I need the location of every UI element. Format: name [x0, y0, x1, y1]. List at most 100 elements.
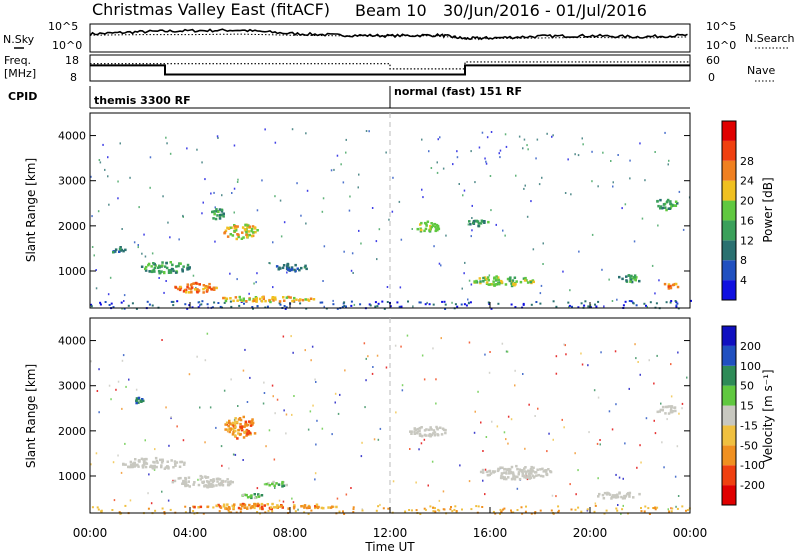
- ground-cell: [213, 301, 216, 304]
- ytick-label: 4000: [58, 130, 86, 143]
- speckle-cell: [204, 441, 206, 444]
- scatter-cell: [493, 277, 496, 280]
- scatter-cell: [186, 263, 190, 267]
- scatter-cell: [420, 426, 423, 429]
- ground-cell: [256, 305, 259, 308]
- scatter-cell: [513, 276, 517, 279]
- scatter-cell: [243, 493, 247, 497]
- scatter-cell: [239, 298, 242, 301]
- ground-cell: [396, 301, 399, 304]
- scatter-cell: [492, 471, 495, 474]
- scatter-cell: [159, 458, 162, 462]
- scatter-cell: [272, 480, 275, 484]
- speckle-cell: [342, 181, 345, 184]
- scatter-cell: [242, 236, 245, 239]
- scatter-cell: [616, 493, 619, 496]
- ground-cell: [670, 510, 673, 513]
- ground-cell: [419, 301, 422, 304]
- scatter-cell: [262, 297, 265, 300]
- scatter-cell: [423, 429, 427, 432]
- scatter-cell: [308, 505, 311, 509]
- scatter-cell: [222, 296, 225, 300]
- speckle-cell: [331, 433, 333, 436]
- scatter-cell: [320, 506, 324, 510]
- speckle-cell: [202, 201, 204, 204]
- scatter-cell: [225, 507, 229, 511]
- speckle-cell: [201, 212, 203, 215]
- scatter-cell: [272, 299, 275, 302]
- speckle-cell: [677, 351, 679, 354]
- scatter-cell: [232, 427, 235, 431]
- power-data-layer: [90, 128, 692, 310]
- scatter-cell: [251, 505, 254, 509]
- scatter-cell: [669, 200, 672, 203]
- speckle-cell: [274, 195, 276, 198]
- scatter-cell: [253, 503, 257, 506]
- ground-cell: [278, 302, 281, 305]
- ground-cell: [110, 302, 113, 305]
- ground-cell: [492, 510, 495, 513]
- scatter-cell: [226, 235, 230, 238]
- speckle-cell: [646, 305, 648, 308]
- scatter-cell: [416, 432, 419, 435]
- speckle-cell: [350, 269, 353, 272]
- cpid-right-label: normal (fast) 151 RF: [394, 85, 522, 98]
- scatter-cell: [174, 462, 177, 466]
- scatter-cell: [239, 503, 242, 506]
- ground-cell: [594, 504, 597, 507]
- speckle-cell: [141, 252, 143, 255]
- ground-cell: [456, 305, 459, 308]
- scatter-cell: [183, 288, 187, 292]
- speckle-cell: [201, 161, 203, 164]
- scatter-cell: [252, 505, 256, 508]
- scatter-cell: [416, 430, 419, 434]
- scatter-cell: [506, 277, 510, 281]
- ground-cell: [654, 508, 657, 511]
- scatter-cell: [140, 457, 144, 461]
- scatter-cell: [260, 502, 264, 506]
- speckle-cell: [470, 283, 473, 286]
- scatter-cell: [179, 262, 182, 265]
- scatter-cell: [200, 475, 204, 479]
- scatter-cell: [285, 483, 288, 487]
- colorbar-swatch: [722, 220, 736, 241]
- speckle-cell: [496, 425, 499, 428]
- scatter-cell: [510, 477, 514, 481]
- scatter-cell: [249, 424, 253, 427]
- ground-cell: [624, 300, 627, 303]
- cpid-label: CPID: [8, 90, 37, 103]
- ground-cell: [675, 306, 678, 309]
- scatter-cell: [227, 424, 230, 428]
- speckle-cell: [262, 402, 265, 405]
- scatter-cell: [673, 204, 677, 207]
- scatter-cell: [141, 466, 145, 469]
- scatter-cell: [237, 428, 241, 432]
- scatter-cell: [488, 470, 491, 473]
- scatter-cell: [181, 482, 184, 485]
- speckle-cell: [678, 190, 681, 193]
- speckle-cell: [117, 454, 119, 457]
- speckle-cell: [539, 292, 542, 295]
- speckle-cell: [644, 179, 646, 182]
- speckle-cell: [220, 445, 223, 448]
- ground-cell: [192, 510, 195, 512]
- scatter-cell: [211, 484, 215, 487]
- speckle-cell: [343, 250, 345, 253]
- scatter-cell: [524, 472, 528, 476]
- scatter-cell: [254, 230, 257, 234]
- scatter-cell: [545, 473, 549, 476]
- speckle-cell: [420, 442, 423, 445]
- ground-cell: [111, 509, 114, 511]
- scatter-cell: [615, 496, 618, 499]
- scatter-cell: [627, 274, 631, 277]
- nave-line: [90, 61, 690, 70]
- ground-cell: [644, 505, 647, 508]
- ytick-label: 3000: [58, 380, 86, 393]
- scatter-cell: [157, 269, 161, 273]
- ground-cell: [305, 307, 308, 310]
- scatter-cell: [528, 477, 532, 480]
- colorbar-tick-label: 16: [740, 214, 754, 227]
- ground-cell: [432, 303, 435, 306]
- scatter-cell: [541, 467, 544, 471]
- colorbar-swatch: [722, 121, 736, 141]
